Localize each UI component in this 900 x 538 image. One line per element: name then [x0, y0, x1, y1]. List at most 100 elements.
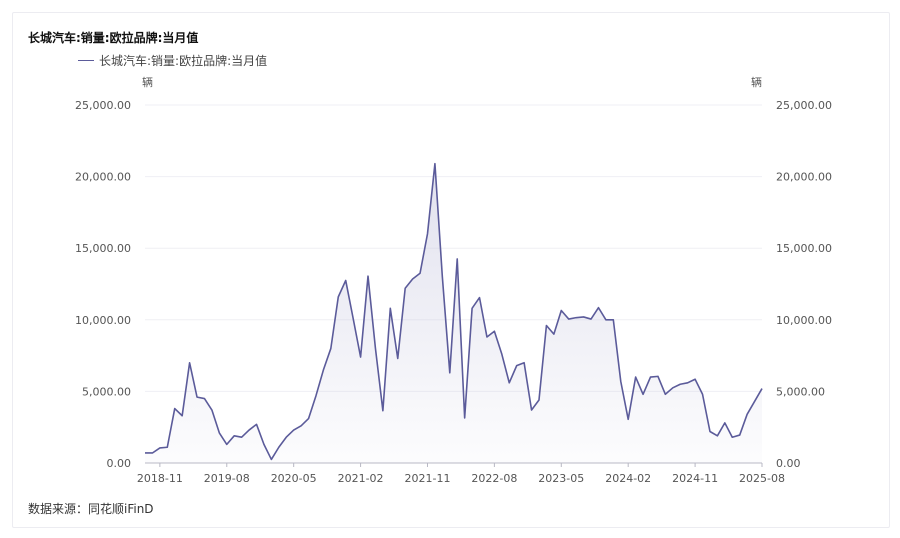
- x-tick-label: 2024-02: [605, 472, 651, 485]
- data-point[interactable]: [188, 361, 192, 365]
- data-point[interactable]: [247, 428, 251, 432]
- data-point[interactable]: [440, 275, 444, 279]
- data-point[interactable]: [292, 428, 296, 432]
- data-point[interactable]: [359, 355, 363, 359]
- data-point[interactable]: [582, 315, 586, 319]
- data-point[interactable]: [165, 445, 169, 449]
- data-source: 数据来源：同花顺iFinD: [28, 502, 154, 516]
- data-point[interactable]: [314, 394, 318, 398]
- data-point[interactable]: [559, 308, 563, 312]
- data-point[interactable]: [173, 407, 177, 411]
- data-point[interactable]: [255, 422, 259, 426]
- data-point[interactable]: [448, 371, 452, 375]
- data-point[interactable]: [381, 409, 385, 413]
- data-point[interactable]: [492, 329, 496, 333]
- data-point[interactable]: [500, 352, 504, 356]
- data-point[interactable]: [604, 318, 608, 322]
- data-point[interactable]: [373, 346, 377, 350]
- data-point[interactable]: [158, 446, 162, 450]
- y-tick-label-right: 15,000.00: [776, 242, 832, 255]
- x-axis: 2018-11 2019-08 2020-05 2021-02 2021-11 2022-…: [137, 463, 785, 485]
- data-point[interactable]: [552, 332, 556, 336]
- x-tick-label: 2025-08: [739, 472, 785, 485]
- data-point[interactable]: [463, 416, 467, 420]
- data-point[interactable]: [589, 317, 593, 321]
- data-point[interactable]: [433, 162, 437, 166]
- legend[interactable]: 长城汽车:销量:欧拉品牌:当月值: [78, 52, 267, 69]
- data-point[interactable]: [686, 381, 690, 385]
- data-point[interactable]: [344, 278, 348, 282]
- data-point[interactable]: [619, 379, 623, 383]
- data-point[interactable]: [678, 382, 682, 386]
- data-point[interactable]: [284, 435, 288, 439]
- y-tick-label-left: 20,000.00: [75, 171, 131, 184]
- data-point[interactable]: [753, 399, 757, 403]
- data-point[interactable]: [425, 232, 429, 236]
- data-point[interactable]: [648, 375, 652, 379]
- data-point[interactable]: [240, 435, 244, 439]
- data-point[interactable]: [596, 306, 600, 310]
- x-tick-label: 2018-11: [137, 472, 183, 485]
- data-point[interactable]: [225, 442, 229, 446]
- data-point[interactable]: [180, 414, 184, 418]
- data-point[interactable]: [515, 364, 519, 368]
- data-point[interactable]: [277, 445, 281, 449]
- data-point[interactable]: [307, 417, 311, 421]
- data-point[interactable]: [626, 417, 630, 421]
- data-point[interactable]: [656, 374, 660, 378]
- data-point[interactable]: [478, 296, 482, 300]
- data-point[interactable]: [663, 392, 667, 396]
- data-point[interactable]: [693, 377, 697, 381]
- data-point[interactable]: [708, 430, 712, 434]
- data-point[interactable]: [701, 392, 705, 396]
- data-point[interactable]: [760, 387, 764, 391]
- data-point[interactable]: [411, 277, 415, 281]
- data-point[interactable]: [544, 324, 548, 328]
- data-point[interactable]: [485, 335, 489, 339]
- data-point[interactable]: [336, 295, 340, 299]
- data-point[interactable]: [530, 408, 534, 412]
- data-point[interactable]: [470, 306, 474, 310]
- data-point[interactable]: [329, 346, 333, 350]
- data-point[interactable]: [262, 442, 266, 446]
- data-point[interactable]: [671, 386, 675, 390]
- data-point[interactable]: [143, 451, 147, 455]
- y-tick-label-right: 25,000.00: [776, 99, 832, 112]
- data-point[interactable]: [507, 381, 511, 385]
- data-point[interactable]: [366, 274, 370, 278]
- y-axis-right: 0.00 5,000.00 10,000.00 15,000.00 20,000.00 2…: [776, 99, 832, 470]
- data-point[interactable]: [730, 435, 734, 439]
- data-point[interactable]: [574, 316, 578, 320]
- data-point[interactable]: [217, 431, 221, 435]
- data-point[interactable]: [210, 408, 214, 412]
- data-point[interactable]: [351, 316, 355, 320]
- data-point[interactable]: [232, 434, 236, 438]
- data-point[interactable]: [537, 398, 541, 402]
- x-tick-label: 2019-08: [204, 472, 250, 485]
- data-point[interactable]: [611, 318, 615, 322]
- data-point[interactable]: [195, 395, 199, 399]
- data-point[interactable]: [321, 368, 325, 372]
- data-point[interactable]: [269, 457, 273, 461]
- data-point[interactable]: [634, 375, 638, 379]
- data-point[interactable]: [455, 257, 459, 261]
- data-point[interactable]: [723, 421, 727, 425]
- data-point[interactable]: [745, 412, 749, 416]
- y-unit-left: 辆: [142, 75, 153, 89]
- data-point[interactable]: [202, 397, 206, 401]
- data-point[interactable]: [388, 306, 392, 310]
- y-axis-left: 0.00 5,000.00 10,000.00 15,000.00 20,000.00 2…: [75, 99, 131, 470]
- data-point[interactable]: [418, 271, 422, 275]
- data-point[interactable]: [522, 361, 526, 365]
- data-point[interactable]: [403, 286, 407, 290]
- data-point[interactable]: [299, 424, 303, 428]
- data-point[interactable]: [150, 451, 154, 455]
- series-line[interactable]: [145, 162, 763, 461]
- data-point[interactable]: [715, 434, 719, 438]
- data-point[interactable]: [567, 317, 571, 321]
- x-tick-label: 2024-11: [672, 472, 718, 485]
- data-point[interactable]: [641, 392, 645, 396]
- chart-title: 长城汽车:销量:欧拉品牌:当月值: [28, 31, 199, 45]
- data-point[interactable]: [396, 356, 400, 360]
- data-point[interactable]: [738, 433, 742, 437]
